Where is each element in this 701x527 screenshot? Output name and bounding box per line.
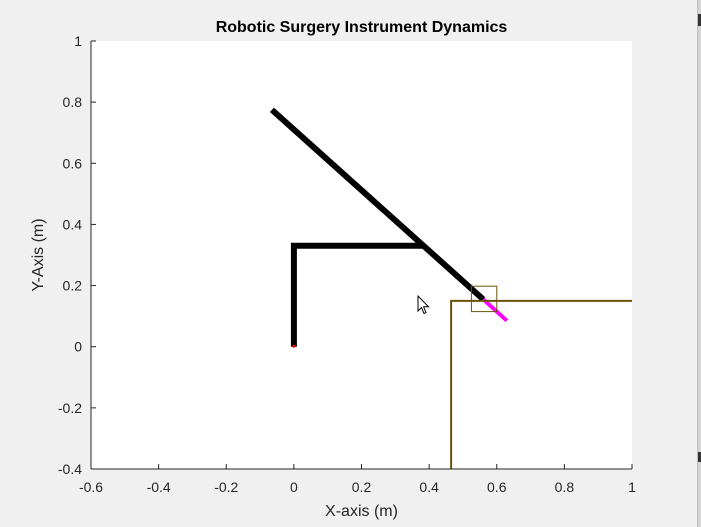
chart-title: Robotic Surgery Instrument Dynamics	[216, 19, 508, 36]
trajectory-line-3	[481, 297, 509, 323]
x-tick-label: 0.4	[419, 479, 439, 495]
mouse-pointer-icon	[417, 294, 430, 315]
trajectory-layer	[269, 107, 632, 469]
y-axis-title: Y-Axis (m)	[30, 218, 47, 291]
axes-background	[91, 41, 632, 469]
y-tick-label: 1	[74, 33, 82, 49]
y-tick-label: -0.2	[58, 400, 82, 416]
y-tick-label: 0.2	[63, 278, 83, 294]
y-tick-label: 0.4	[63, 216, 83, 232]
x-axis-title: X-axis (m)	[325, 503, 398, 520]
trajectory-line-2	[269, 107, 486, 302]
y-tick-label: 0	[74, 339, 82, 355]
y-tick-labels: 1 0.8 0.6 0.4 0.2 0 -0.2 -0.4	[58, 33, 96, 477]
edge-mark-bottom	[698, 452, 701, 462]
x-tick-label: 0.8	[555, 479, 575, 495]
x-tick-label: -0.6	[79, 479, 103, 495]
trajectory-line-4	[450, 299, 632, 469]
x-tick-label: 1	[628, 479, 636, 495]
y-tick-label: 0.6	[63, 155, 83, 171]
x-tick-labels: -0.6 -0.4 -0.2 0 0.2 0.4 0.6 0.8 1	[79, 464, 636, 495]
origin-marker	[292, 344, 296, 348]
edge-mark-top	[698, 14, 701, 26]
x-tick-label: -0.2	[214, 479, 238, 495]
trajectory-line-1	[290, 242, 423, 347]
x-tick-label: 0.6	[487, 479, 507, 495]
window-edge	[697, 0, 701, 527]
y-tick-label: -0.4	[58, 461, 82, 477]
x-tick-label: -0.4	[147, 479, 171, 495]
x-tick-label: 0	[290, 479, 298, 495]
y-tick-label: 0.8	[63, 94, 83, 110]
target-box	[470, 285, 498, 313]
x-tick-label: 0.2	[352, 479, 372, 495]
